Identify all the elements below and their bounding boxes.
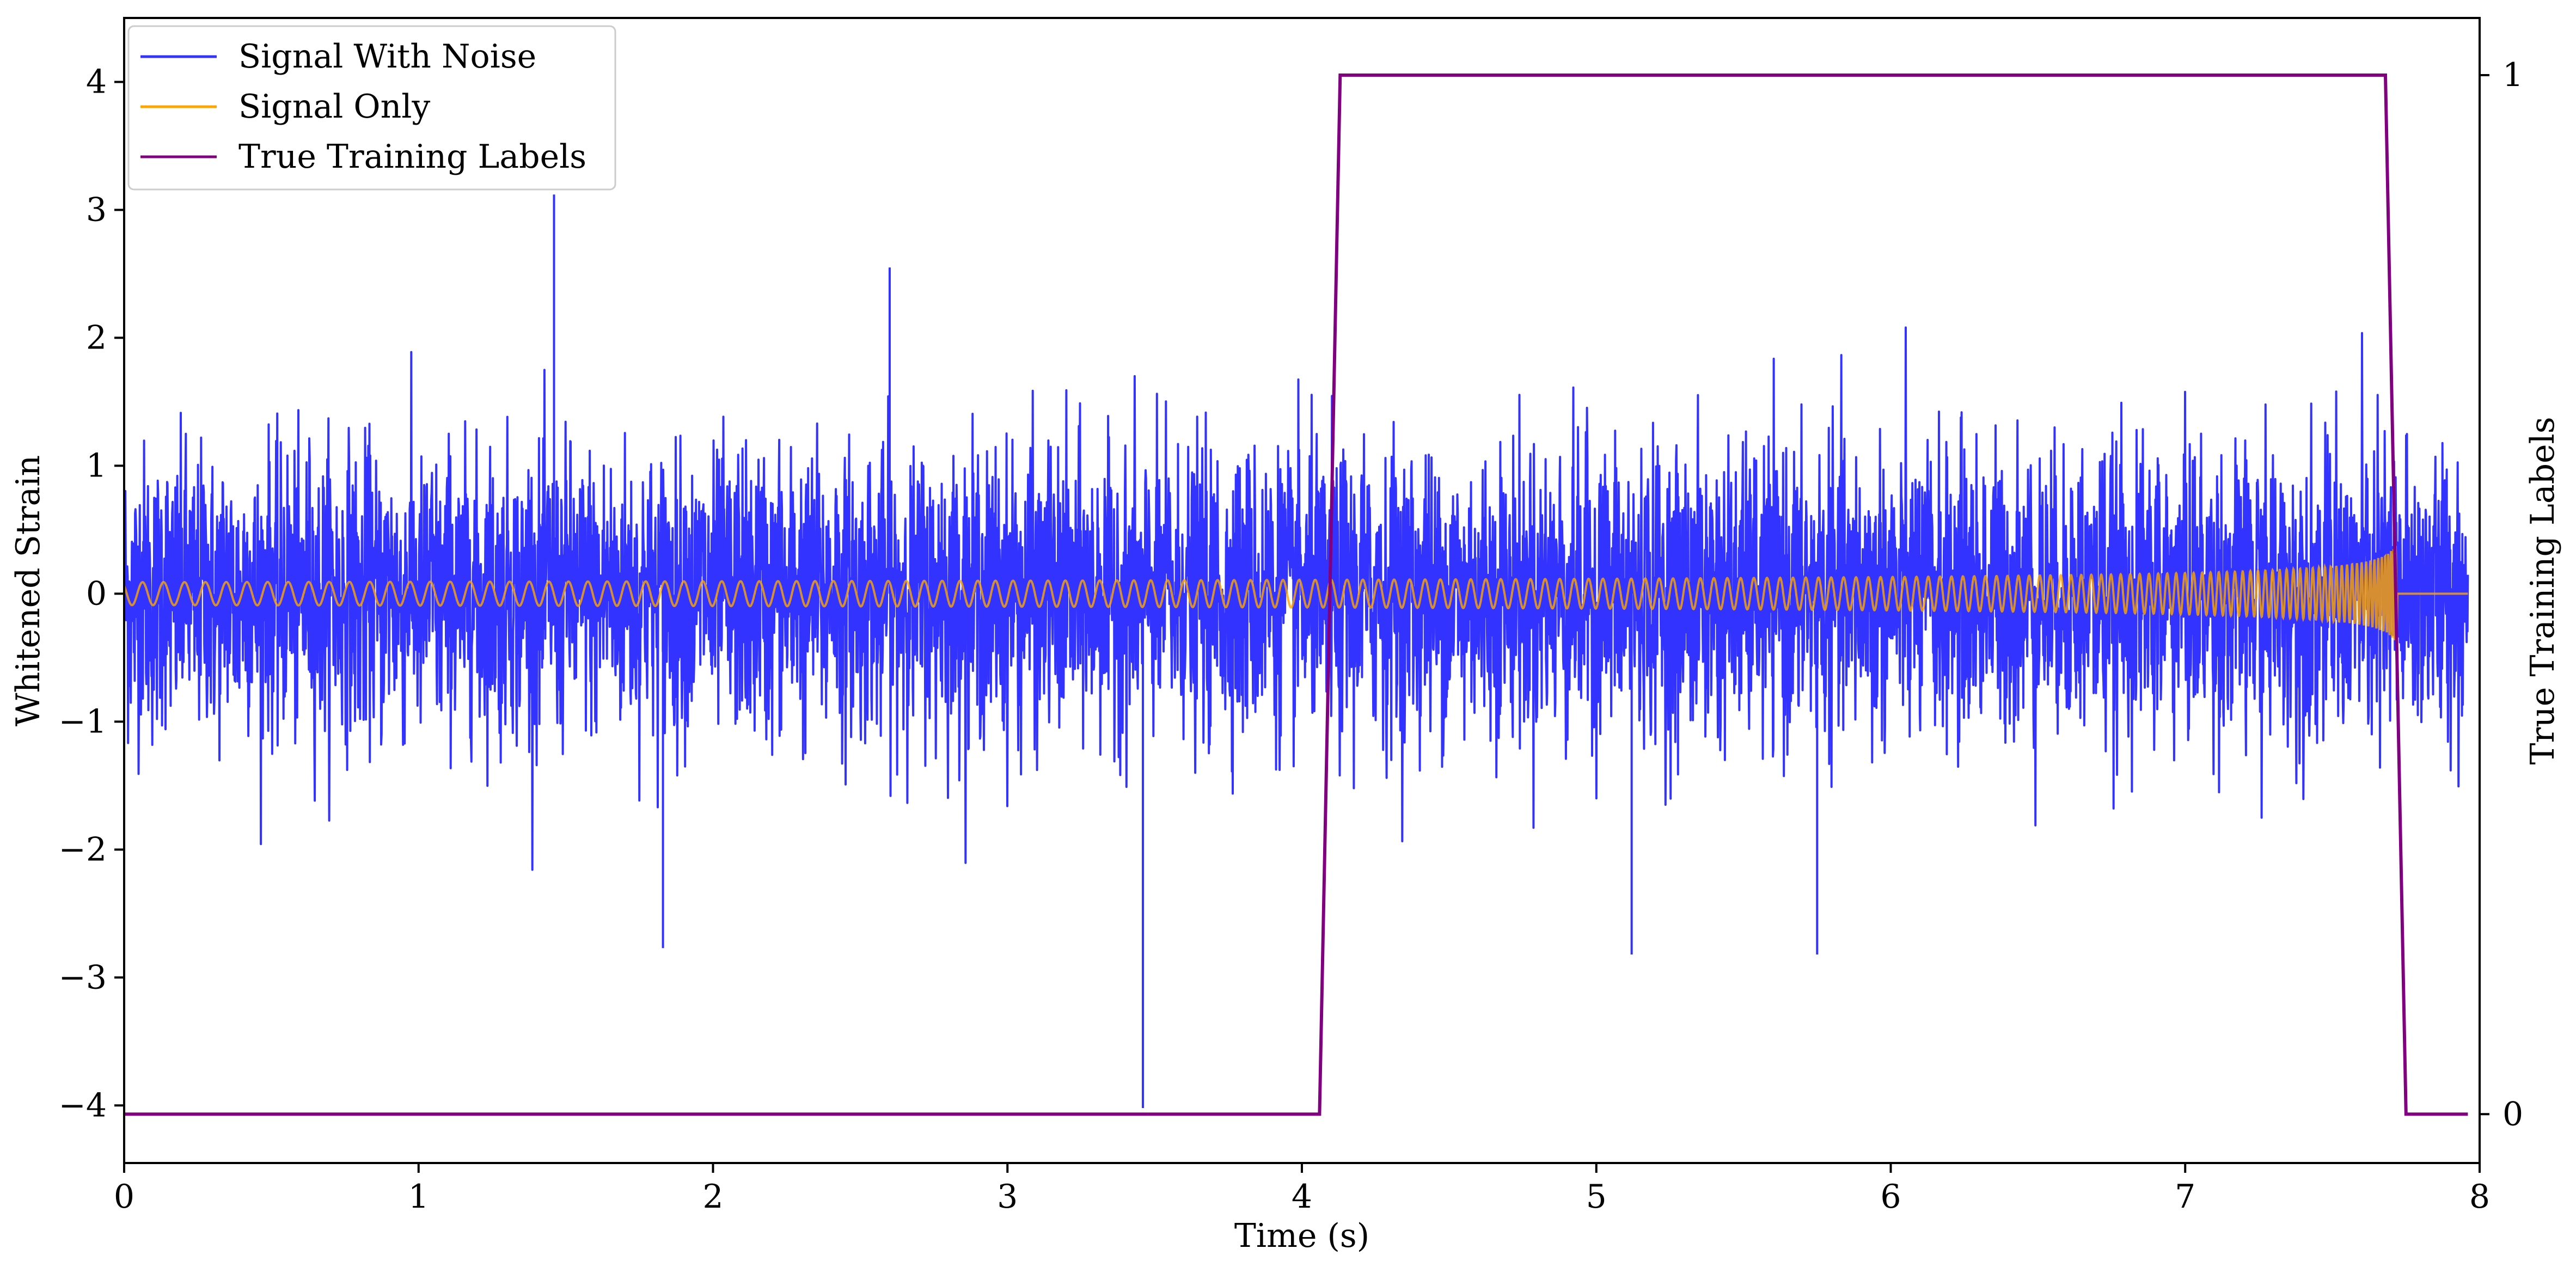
legend-label-signal-only: Signal Only xyxy=(238,88,430,126)
legend: Signal With Noise Signal Only True Train… xyxy=(127,25,616,191)
legend-label-true-training-labels: True Training Labels xyxy=(238,138,586,176)
x-tick-label: 0 xyxy=(114,1178,134,1216)
x-tick-label: 3 xyxy=(997,1178,1018,1216)
x-tick-label: 2 xyxy=(702,1178,723,1216)
x-tick-label: 1 xyxy=(408,1178,429,1216)
y2-tick-label: 1 xyxy=(2502,56,2523,94)
y-tick-label: 2 xyxy=(86,319,107,357)
x-tick-label: 6 xyxy=(1880,1178,1901,1216)
y-tick-label: −3 xyxy=(59,958,107,996)
legend-label-signal-with-noise: Signal With Noise xyxy=(238,38,536,76)
axes-layer: 0 1 2 3 4 5 6 7 8 −4 −3 −2 −1 0 1 2 3 4 0 1 xyxy=(59,56,2524,1216)
series-layer xyxy=(124,74,2469,1116)
x-tick-label: 5 xyxy=(1586,1178,1607,1216)
y-tick-label: 0 xyxy=(86,574,107,613)
y2-tick-label: 0 xyxy=(2502,1095,2523,1133)
y-tick-label: 4 xyxy=(86,63,107,101)
y-tick-label: −2 xyxy=(59,830,107,868)
legend-box xyxy=(127,25,616,191)
y-tick-label: 1 xyxy=(86,446,107,485)
x-axis-label: Time (s) xyxy=(1234,1217,1369,1255)
series-signal-only xyxy=(124,546,2468,644)
x-tick-label: 8 xyxy=(2469,1178,2490,1216)
y-tick-label: −4 xyxy=(59,1086,107,1124)
series-true-training-labels xyxy=(124,74,2468,1116)
y-tick-label: 3 xyxy=(86,191,107,229)
x-tick-label: 4 xyxy=(1292,1178,1312,1216)
series-signal-with-noise xyxy=(124,326,2469,871)
y2-axis-label: True Training Labels xyxy=(2524,417,2562,764)
y-tick-label: −1 xyxy=(59,702,107,740)
x-tick-label: 7 xyxy=(2175,1178,2195,1216)
y-axis-label: Whitened Strain xyxy=(9,455,47,726)
